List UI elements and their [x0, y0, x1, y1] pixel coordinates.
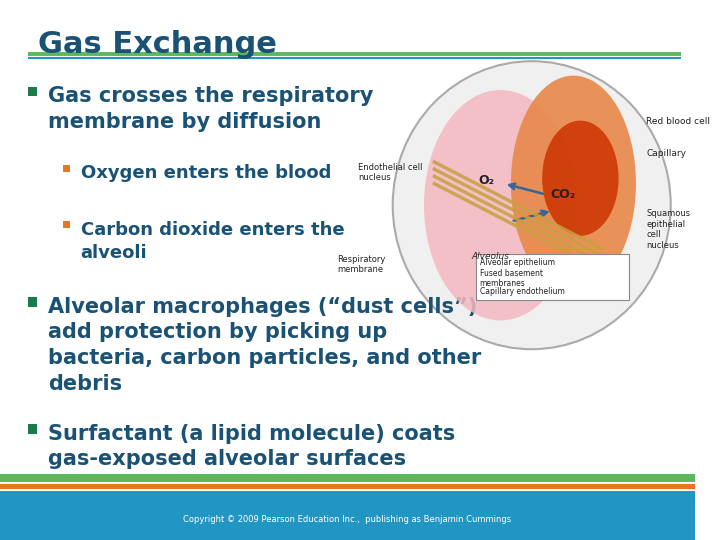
Text: Endothelial cell
nucleus: Endothelial cell nucleus — [358, 163, 423, 183]
Text: Respiratory
membrane: Respiratory membrane — [337, 255, 385, 274]
Bar — [28, 87, 37, 96]
Ellipse shape — [511, 76, 636, 292]
Bar — [28, 424, 37, 434]
Text: Red blood cell: Red blood cell — [647, 117, 711, 126]
Text: Alveolar macrophages (“dust cells”)
add protection by picking up
bacteria, carbo: Alveolar macrophages (“dust cells”) add … — [48, 297, 481, 394]
Ellipse shape — [392, 61, 671, 349]
Bar — [0, 497, 695, 540]
Text: CO₂: CO₂ — [550, 188, 575, 201]
Text: Alveolus: Alveolus — [471, 252, 509, 261]
Text: Capillary: Capillary — [647, 150, 686, 158]
Text: Fused basement
membranes: Fused basement membranes — [480, 269, 543, 288]
Bar — [63, 165, 70, 172]
Text: Carbon dioxide enters the
alveoli: Carbon dioxide enters the alveoli — [81, 221, 344, 261]
Text: Capillary endothelium: Capillary endothelium — [480, 287, 564, 296]
Text: Squamous
epithelial
cell
nucleus: Squamous epithelial cell nucleus — [647, 210, 690, 249]
Ellipse shape — [424, 90, 577, 320]
Bar — [28, 298, 37, 307]
Bar — [0, 484, 695, 489]
Bar — [476, 254, 629, 300]
Text: Gas crosses the respiratory
membrane by diffusion: Gas crosses the respiratory membrane by … — [48, 86, 374, 132]
Text: Alveolar epithelium: Alveolar epithelium — [480, 258, 554, 267]
Bar — [63, 221, 70, 228]
Bar — [0, 474, 695, 482]
Bar — [0, 491, 695, 497]
Text: O₂: O₂ — [479, 174, 495, 187]
Text: Copyright © 2009 Pearson Education Inc.,  publishing as Benjamin Cummings: Copyright © 2009 Pearson Education Inc.,… — [184, 515, 512, 524]
Text: Oxygen enters the blood: Oxygen enters the blood — [81, 164, 331, 182]
Text: Gas Exchange: Gas Exchange — [38, 30, 277, 59]
Text: Surfactant (a lipid molecule) coats
gas-exposed alveolar surfaces: Surfactant (a lipid molecule) coats gas-… — [48, 424, 455, 469]
Ellipse shape — [542, 120, 618, 236]
